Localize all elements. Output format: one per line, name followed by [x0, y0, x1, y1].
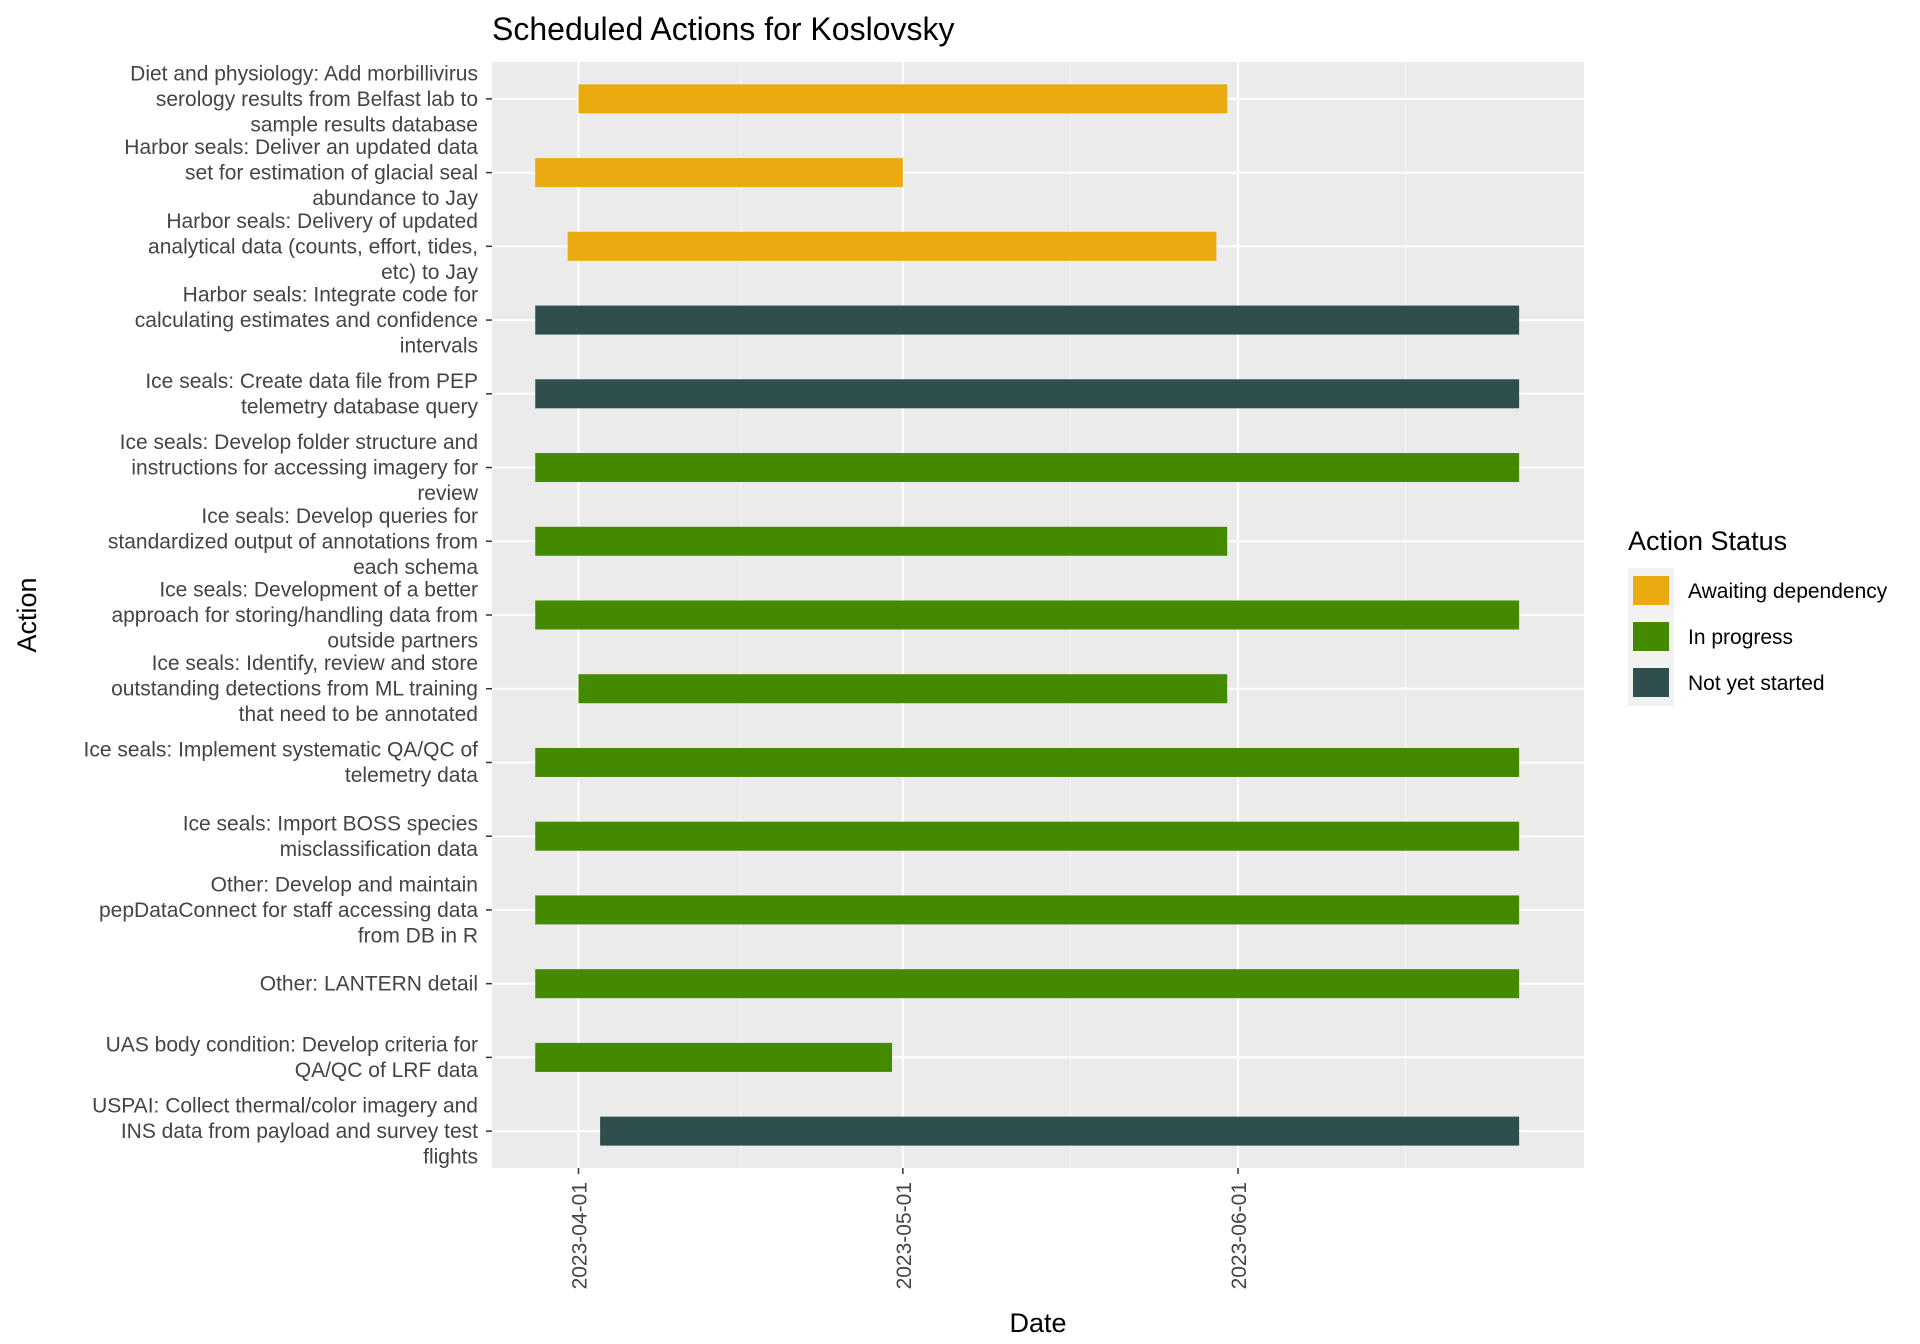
task-bar — [535, 305, 1520, 335]
y-tick-label: Ice seals: Development of a better approa… — [111, 579, 478, 653]
bars — [535, 84, 1520, 1146]
x-tick-label: 2023-04-01 — [568, 1182, 591, 1289]
task-bar — [567, 231, 1217, 261]
legend-title: Action Status — [1628, 526, 1787, 556]
y-tick-label: UAS body condition: Develop criteria for… — [106, 1034, 479, 1083]
y-tick-label: USPAI: Collect thermal/color imagery and… — [92, 1095, 478, 1169]
legend-key — [1633, 622, 1669, 651]
legend-key — [1633, 668, 1669, 697]
legend-label: Not yet started — [1688, 672, 1825, 695]
y-tick-label: Ice seals: Develop folder structure and i… — [120, 431, 479, 505]
task-bar — [600, 1116, 1520, 1146]
y-tick-label: Ice seals: Import BOSS species misclassif… — [183, 812, 479, 861]
legend-label: Awaiting dependency — [1688, 580, 1888, 603]
x-tick-labels: 2023-04-01 2023-05-01 2023-06-01 — [568, 1182, 1251, 1289]
task-bar — [535, 821, 1520, 851]
task-bar — [535, 969, 1520, 999]
legend-key — [1633, 576, 1669, 605]
y-tick-label: Harbor seals: Deliver an updated data set… — [124, 136, 478, 210]
task-bar — [535, 747, 1520, 777]
x-tick-label: 2023-05-01 — [893, 1182, 916, 1289]
task-bar — [578, 84, 1228, 114]
y-axis-title: Action — [12, 577, 42, 652]
y-tick-label: Diet and physiology: Add morbillivirus se… — [130, 62, 478, 136]
y-tick-label: Harbor seals: Delivery of updated analyti… — [148, 210, 478, 284]
y-tick-label: Ice seals: Create data file from PEP tele… — [145, 370, 478, 419]
task-bar — [535, 1042, 893, 1072]
x-tick-label: 2023-06-01 — [1228, 1182, 1251, 1289]
task-bar — [535, 600, 1520, 630]
task-bar — [535, 526, 1228, 556]
task-bar — [535, 158, 903, 188]
y-tick-label: Other: LANTERN detail — [260, 973, 478, 996]
task-bar — [535, 453, 1520, 483]
legend: Action Status Awaiting dependency In prog… — [1628, 526, 1888, 706]
x-axis-title: Date — [1009, 1308, 1066, 1338]
legend-label: In progress — [1688, 626, 1793, 649]
y-tick-label: Other: Develop and maintain pepDataConnec… — [99, 873, 478, 947]
task-bar — [535, 895, 1520, 925]
y-tick-label: Ice seals: Develop queries for standardiz… — [108, 505, 478, 579]
y-tick-labels: Diet and physiology: Add morbillivirus se… — [84, 62, 479, 1168]
y-tick-label: Ice seals: Implement systematic QA/QC of… — [84, 739, 479, 788]
task-bar — [535, 379, 1520, 409]
chart-title: Scheduled Actions for Koslovsky — [492, 11, 954, 47]
y-tick-label: Ice seals: Identify, review and store out… — [111, 652, 478, 726]
task-bar — [578, 674, 1228, 704]
y-tick-label: Harbor seals: Integrate code for calculat… — [135, 284, 478, 358]
